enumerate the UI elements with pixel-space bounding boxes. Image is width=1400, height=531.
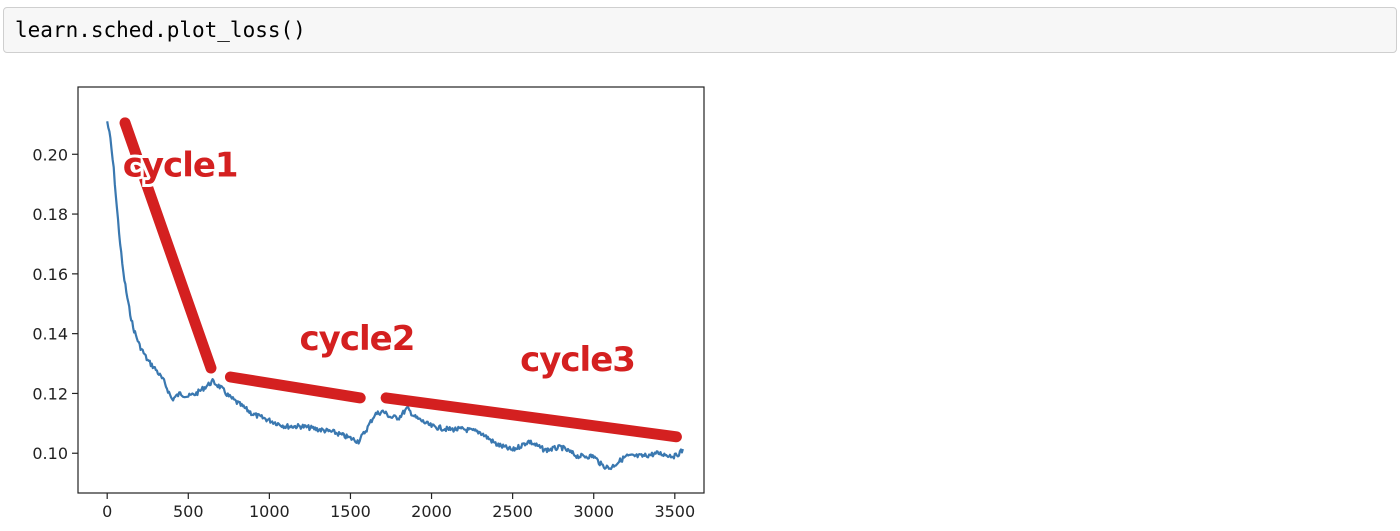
cycle2-label: cycle2 bbox=[300, 319, 415, 359]
x-tick-label: 1500 bbox=[330, 502, 371, 521]
cycle1-marker-line bbox=[119, 117, 217, 374]
code-input[interactable]: learn.sched.plot_loss() bbox=[15, 18, 306, 42]
annotations: cycle1 cycle2 cycle3 bbox=[119, 117, 682, 443]
y-tick-label: 0.18 bbox=[32, 205, 68, 224]
loss-series-line bbox=[106, 121, 684, 471]
x-tick-label: 3000 bbox=[573, 502, 614, 521]
cycle2-marker-line bbox=[224, 371, 366, 404]
plot-frame bbox=[77, 86, 705, 494]
cycle1-label: cycle1 bbox=[123, 146, 238, 186]
loss-chart: 0 500 1000 1500 2000 2500 3000 3500 0.10 0.12 0.14… bbox=[32, 86, 705, 521]
x-tick-label: 0 bbox=[102, 502, 112, 521]
y-tick-label: 0.16 bbox=[32, 265, 68, 284]
cycle3-marker-line bbox=[380, 392, 682, 443]
x-tick-label: 2000 bbox=[411, 502, 452, 521]
y-tick-label: 0.14 bbox=[32, 325, 68, 344]
y-tick-label: 0.12 bbox=[32, 384, 68, 403]
x-tick-label: 2500 bbox=[492, 502, 533, 521]
x-tick-label: 1000 bbox=[249, 502, 290, 521]
cycle3-label: cycle3 bbox=[520, 340, 635, 380]
x-tick-label: 3500 bbox=[654, 502, 695, 521]
x-tick-label: 500 bbox=[173, 502, 204, 521]
y-tick-label: 0.10 bbox=[32, 444, 68, 463]
code-cell[interactable]: learn.sched.plot_loss() bbox=[3, 7, 1397, 53]
y-tick-label: 0.20 bbox=[32, 145, 68, 164]
axis-ticks: 0 500 1000 1500 2000 2500 3000 3500 0.10 0.12 0.14… bbox=[32, 145, 695, 521]
output-area: 0 500 1000 1500 2000 2500 3000 3500 0.10 0.12 0.14… bbox=[0, 60, 1400, 527]
